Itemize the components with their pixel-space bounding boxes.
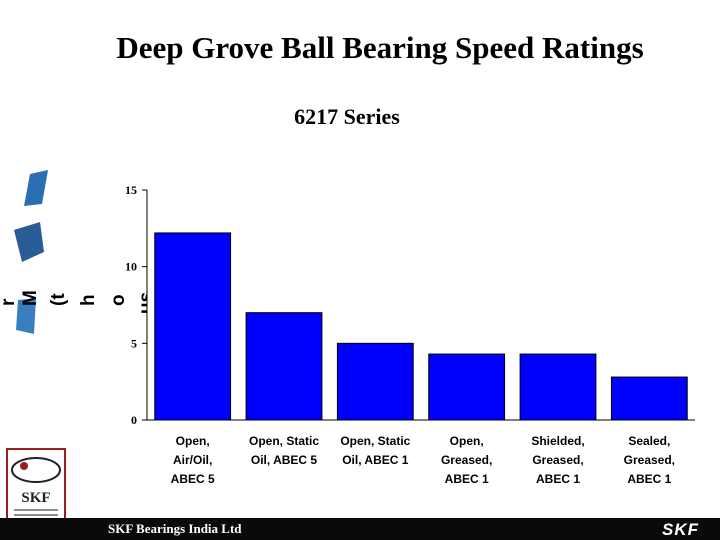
blue-sheet-1 — [24, 170, 48, 206]
bar — [245, 312, 323, 421]
bar — [610, 376, 688, 421]
x-tick-label: Open, — [176, 434, 210, 448]
chart-title: 6217 Series — [294, 104, 400, 129]
blue-sheet-2 — [14, 222, 44, 262]
bar — [154, 232, 232, 421]
x-tick-label: Oil, ABEC 5 — [251, 453, 318, 467]
skf-logo: SKF — [6, 448, 66, 524]
y-tick-label: 5 — [131, 336, 137, 350]
x-tick-label: Greased, — [441, 453, 492, 467]
x-tick-label: Greased, — [624, 453, 675, 467]
footer-bar — [0, 518, 720, 540]
footer-logo: SKF — [662, 520, 699, 539]
plot-area — [147, 190, 695, 420]
x-tick-label: Open, — [450, 434, 484, 448]
bar — [519, 353, 597, 421]
x-tick-label: ABEC 1 — [536, 472, 580, 486]
x-tick-label: Air/Oil, — [173, 453, 212, 467]
x-tick-label: Open, Static — [249, 434, 319, 448]
x-tick-label: Oil, ABEC 1 — [342, 453, 409, 467]
x-tick-label: Shielded, — [531, 434, 584, 448]
x-tick-label: ABEC 1 — [445, 472, 489, 486]
y-tick-label: 10 — [125, 260, 137, 274]
logo-text: SKF — [21, 490, 50, 506]
bar — [428, 353, 506, 421]
bar — [336, 342, 414, 421]
x-tick-label: Greased, — [532, 453, 583, 467]
x-tick-label: Sealed, — [628, 434, 670, 448]
slide-title: Deep Grove Ball Bearing Speed Ratings — [116, 30, 644, 65]
x-tick-label: Open, Static — [340, 434, 410, 448]
y-tick-label: 15 — [125, 183, 137, 197]
x-tick-label: ABEC 5 — [171, 472, 215, 486]
x-tick-label: ABEC 1 — [627, 472, 671, 486]
y-tick-label: 0 — [131, 413, 137, 427]
footer-text: SKF Bearings India Ltd — [108, 521, 242, 536]
blue-sheet-3 — [16, 298, 36, 334]
